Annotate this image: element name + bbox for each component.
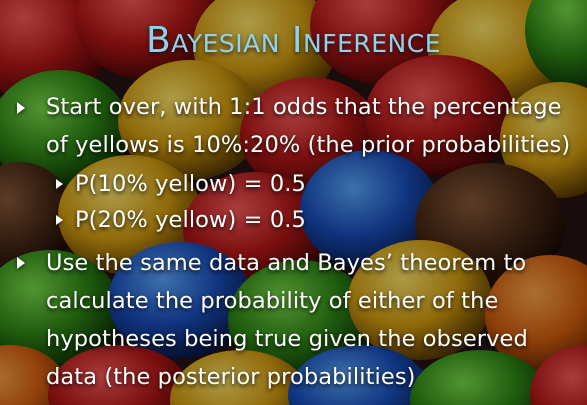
sub-bullet-1-text: P(10% yellow) = 0.5 [75, 171, 306, 197]
slide-title: Bayesian Inference [145, 20, 442, 61]
bullet-2-line-2: calculate the probability of either of t… [46, 288, 499, 314]
sub-bullet-2-text: P(20% yellow) = 0.5 [75, 207, 306, 233]
bullet-arrow-icon [17, 257, 25, 269]
bullet-2-line-1: Use the same data and Bayes’ theorem to [46, 250, 527, 276]
bullet-1-line-1: Start over, with 1:1 odds that the perce… [46, 94, 562, 120]
bullet-1-line-2: of yellows is 10%:20% (the prior probabi… [46, 132, 571, 158]
bullet-2-line-4: data (the posterior probabilities) [46, 364, 416, 390]
bullet-arrow-icon [56, 215, 63, 225]
bullet-arrow-icon [17, 102, 25, 114]
bullet-2-line-3: hypotheses being true given the observed [46, 326, 528, 352]
bullet-arrow-icon [56, 179, 63, 189]
